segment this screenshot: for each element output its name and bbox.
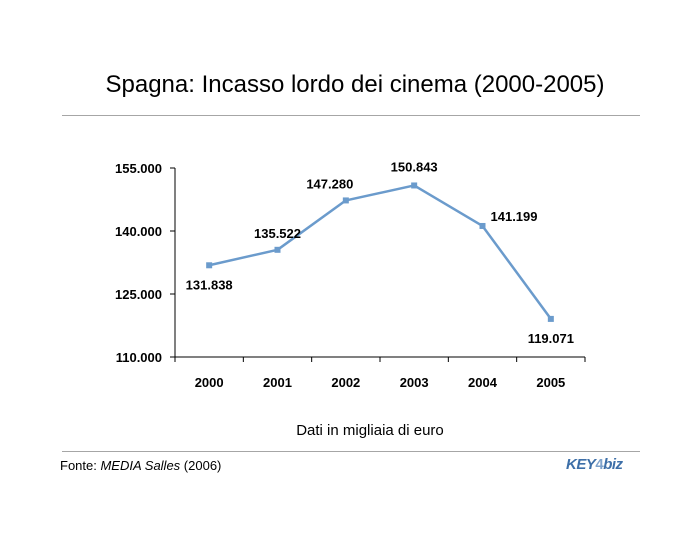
key4biz-logo: KEY4biz bbox=[566, 456, 623, 473]
source-prefix: Fonte: bbox=[60, 458, 101, 473]
data-point bbox=[547, 315, 554, 322]
data-label: 141.199 bbox=[491, 209, 538, 224]
data-point bbox=[342, 197, 349, 204]
y-tick-label: 125.000 bbox=[115, 287, 162, 302]
bottom-divider bbox=[62, 451, 640, 452]
x-tick-label: 2003 bbox=[400, 375, 429, 390]
x-tick-label: 2000 bbox=[195, 375, 224, 390]
source-note: Fonte: MEDIA Salles (2006) bbox=[60, 458, 221, 473]
top-divider bbox=[62, 115, 640, 116]
source-name: MEDIA Salles bbox=[100, 458, 181, 473]
series-line bbox=[208, 184, 552, 320]
data-point bbox=[274, 246, 281, 253]
source-suffix: (2006) bbox=[180, 458, 222, 473]
data-label: 135.522 bbox=[254, 226, 301, 241]
logo-text-key: KEY bbox=[566, 456, 596, 473]
x-tick-label: 2005 bbox=[536, 375, 565, 390]
y-tick-label: 155.000 bbox=[115, 161, 162, 176]
data-point bbox=[479, 222, 486, 229]
data-label: 147.280 bbox=[306, 176, 353, 191]
data-point bbox=[206, 262, 213, 269]
x-tick-label: 2001 bbox=[263, 375, 292, 390]
chart-title: Spagna: Incasso lordo dei cinema (2000-2… bbox=[105, 71, 605, 98]
y-tick-label: 110.000 bbox=[116, 350, 162, 365]
data-label: 150.843 bbox=[391, 159, 438, 174]
logo-text-four: 4 bbox=[595, 456, 604, 473]
data-point bbox=[411, 182, 418, 189]
data-label: 119.071 bbox=[528, 331, 574, 346]
x-tick-label: 2002 bbox=[331, 375, 360, 390]
x-tick-label: 2004 bbox=[468, 375, 498, 390]
data-label: 131.838 bbox=[186, 277, 233, 292]
y-tick-label: 140.000 bbox=[115, 224, 162, 239]
units-note: Dati in migliaia di euro bbox=[296, 422, 444, 439]
logo-text-biz: biz bbox=[603, 456, 623, 473]
